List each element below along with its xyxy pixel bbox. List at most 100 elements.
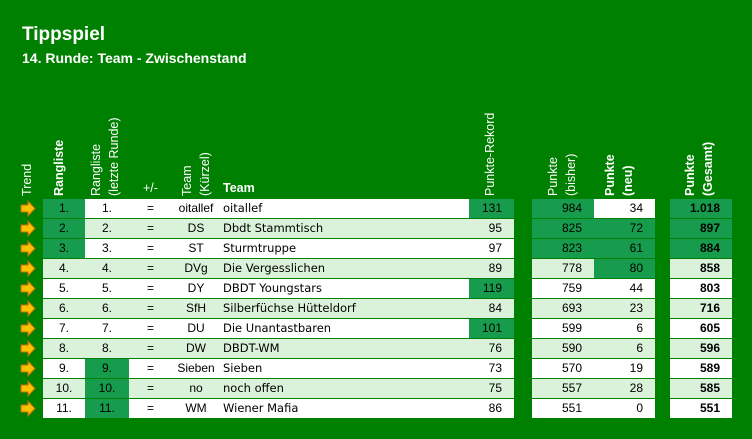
header-rangliste-letzte-2: (letzte Runde) — [107, 117, 121, 196]
header-punkte-bisher-2: (bisher) — [564, 153, 578, 196]
cell-rank: 7. — [43, 319, 85, 338]
cell-team: DBDT Youngstars — [220, 279, 469, 298]
cell-pm: = — [129, 239, 172, 258]
cell-neu: 19 — [594, 359, 655, 378]
cell-neu: 72 — [594, 219, 655, 238]
header-punkte-gesamt-1: Punkte — [683, 154, 697, 196]
cell-rekord: 119 — [469, 279, 514, 298]
cell-pm: = — [129, 259, 172, 278]
cell-rekord: 75 — [469, 379, 514, 398]
cell-rank: 8. — [43, 339, 85, 358]
cell-gesamt: 605 — [670, 319, 732, 338]
cell-bisher: 823 — [532, 239, 594, 258]
cell-pm: = — [129, 319, 172, 338]
cell-team: DBDT-WM — [220, 339, 469, 358]
cell-last: 7. — [85, 319, 129, 338]
cell-abbr: oitallef — [172, 199, 220, 218]
right-arrow-icon — [20, 339, 36, 358]
cell-abbr: DY — [172, 279, 220, 298]
header-punkte-bisher-1: Punkte — [546, 157, 560, 196]
header-team: Team — [223, 181, 255, 195]
cell-bisher: 984 — [532, 199, 594, 218]
cell-gesamt: 1.018 — [670, 199, 732, 218]
cell-abbr: SfH — [172, 299, 220, 318]
right-arrow-icon — [20, 199, 36, 218]
cell-pm: = — [129, 199, 172, 218]
cell-neu: 6 — [594, 339, 655, 358]
cell-last: 4. — [85, 259, 129, 278]
cell-last: 5. — [85, 279, 129, 298]
cell-bisher: 759 — [532, 279, 594, 298]
header-team-kuerzel-1: Team — [180, 165, 194, 196]
cell-bisher: 570 — [532, 359, 594, 378]
cell-team: Sieben — [220, 359, 469, 378]
header-punkte-neu-1: Punkte — [603, 154, 617, 196]
header-plusminus: +/- — [143, 181, 158, 195]
cell-rank: 6. — [43, 299, 85, 318]
cell-abbr: ST — [172, 239, 220, 258]
cell-team: noch offen — [220, 379, 469, 398]
cell-rekord: 86 — [469, 399, 514, 418]
cell-rekord: 76 — [469, 339, 514, 358]
header-rangliste-letzte-1: Rangliste — [89, 143, 103, 196]
cell-bisher: 551 — [532, 399, 594, 418]
cell-last: 11. — [85, 399, 129, 418]
cell-abbr: Sieben — [172, 359, 220, 378]
cell-rekord: 84 — [469, 299, 514, 318]
cell-last: 8. — [85, 339, 129, 358]
cell-rekord: 101 — [469, 319, 514, 338]
cell-gesamt: 551 — [670, 399, 732, 418]
cell-bisher: 557 — [532, 379, 594, 398]
cell-neu: 34 — [594, 199, 655, 218]
cell-bisher: 693 — [532, 299, 594, 318]
right-arrow-icon — [20, 299, 36, 318]
header-punkte-rekord: Punkte-Rekord — [483, 112, 497, 196]
cell-rank: 9. — [43, 359, 85, 378]
page-title: Tippspiel — [22, 24, 106, 45]
cell-rekord: 97 — [469, 239, 514, 258]
cell-bisher: 778 — [532, 259, 594, 278]
cell-last: 6. — [85, 299, 129, 318]
cell-bisher: 825 — [532, 219, 594, 238]
header-punkte-neu-2: (neu) — [621, 165, 635, 196]
cell-team: Die Unantastbaren — [220, 319, 469, 338]
cell-rank: 11. — [43, 399, 85, 418]
cell-gesamt: 585 — [670, 379, 732, 398]
cell-rank: 10. — [43, 379, 85, 398]
right-arrow-icon — [20, 399, 36, 418]
cell-abbr: WM — [172, 399, 220, 418]
cell-team: Sturmtruppe — [220, 239, 469, 258]
header-trend: Trend — [20, 163, 34, 196]
cell-team: oitallef — [220, 199, 469, 218]
cell-rank: 5. — [43, 279, 85, 298]
right-arrow-icon — [20, 279, 36, 298]
cell-neu: 6 — [594, 319, 655, 338]
cell-pm: = — [129, 359, 172, 378]
cell-rank: 1. — [43, 199, 85, 218]
cell-neu: 44 — [594, 279, 655, 298]
cell-rekord: 73 — [469, 359, 514, 378]
cell-bisher: 599 — [532, 319, 594, 338]
cell-rekord: 89 — [469, 259, 514, 278]
cell-neu: 0 — [594, 399, 655, 418]
cell-gesamt: 858 — [670, 259, 732, 278]
cell-rank: 3. — [43, 239, 85, 258]
cell-neu: 80 — [594, 259, 655, 278]
cell-team: Dbdt Stammtisch — [220, 219, 469, 238]
right-arrow-icon — [20, 359, 36, 378]
cell-last: 1. — [85, 199, 129, 218]
header-punkte-gesamt-2: (Gesamt) — [701, 141, 715, 196]
cell-gesamt: 596 — [670, 339, 732, 358]
cell-rank: 4. — [43, 259, 85, 278]
cell-rank: 2. — [43, 219, 85, 238]
right-arrow-icon — [20, 239, 36, 258]
cell-team: Die Vergesslichen — [220, 259, 469, 278]
cell-pm: = — [129, 339, 172, 358]
cell-rekord: 95 — [469, 219, 514, 238]
cell-pm: = — [129, 379, 172, 398]
cell-rekord: 131 — [469, 199, 514, 218]
right-arrow-icon — [20, 219, 36, 238]
cell-pm: = — [129, 219, 172, 238]
cell-abbr: DVg — [172, 259, 220, 278]
cell-last: 9. — [85, 359, 129, 378]
